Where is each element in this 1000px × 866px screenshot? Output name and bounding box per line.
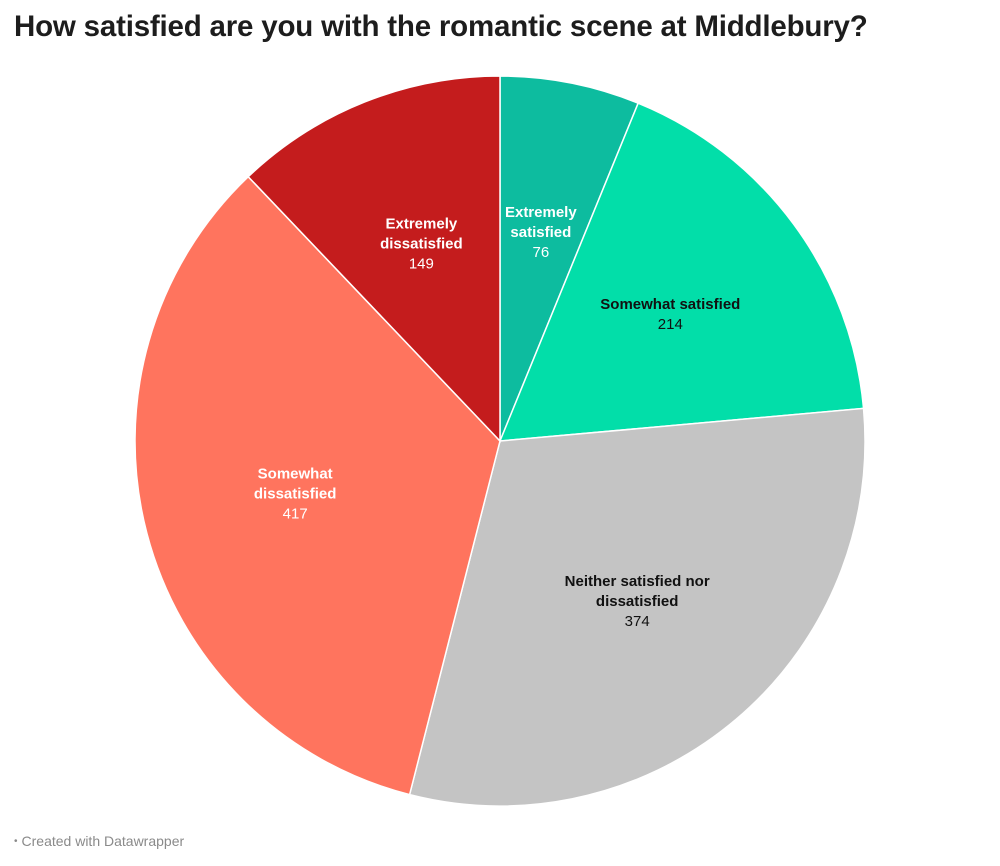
slice-label-extremely-satisfied: Extremely	[505, 204, 577, 221]
pie-slice-somewhat-dissatisfied	[134, 175, 501, 796]
chart-title: How satisfied are you with the romantic …	[14, 10, 868, 43]
pie-slice-neither-satisfied-nor-dissatisfied	[408, 407, 866, 807]
pie-slice-extremely-dissatisfied	[247, 75, 501, 443]
slice-value-somewhat-dissatisfied: 417	[283, 505, 308, 522]
pie-slice-extremely-satisfied	[499, 75, 640, 442]
slice-value-somewhat-satisfied: 214	[658, 316, 683, 333]
pie-slices	[134, 75, 866, 807]
footer-credit: • Created with Datawrapper	[14, 833, 184, 849]
footer-text: Created with Datawrapper	[21, 833, 185, 849]
slice-label-extremely-satisfied: satisfied	[510, 224, 571, 241]
slice-label-neither-satisfied-nor-dissatisfied: dissatisfied	[596, 593, 679, 610]
slice-label-somewhat-dissatisfied: Somewhat	[258, 465, 333, 482]
slice-value-extremely-dissatisfied: 149	[409, 255, 434, 272]
slice-label-extremely-dissatisfied: Extremely	[386, 215, 458, 232]
slice-value-neither-satisfied-nor-dissatisfied: 374	[625, 613, 650, 630]
slice-label-neither-satisfied-nor-dissatisfied: Neither satisfied nor	[565, 573, 710, 590]
bullet-icon: •	[14, 836, 18, 847]
slice-label-somewhat-dissatisfied: dissatisfied	[254, 485, 337, 502]
slice-label-extremely-dissatisfied: dissatisfied	[380, 235, 463, 252]
slice-label-somewhat-satisfied: Somewhat satisfied	[600, 296, 740, 313]
pie-slice-somewhat-satisfied	[498, 102, 865, 442]
slice-value-extremely-satisfied: 76	[532, 244, 549, 261]
pie-labels: Extremely satisfied 76 Somewhat satisfied 21…	[254, 204, 740, 630]
